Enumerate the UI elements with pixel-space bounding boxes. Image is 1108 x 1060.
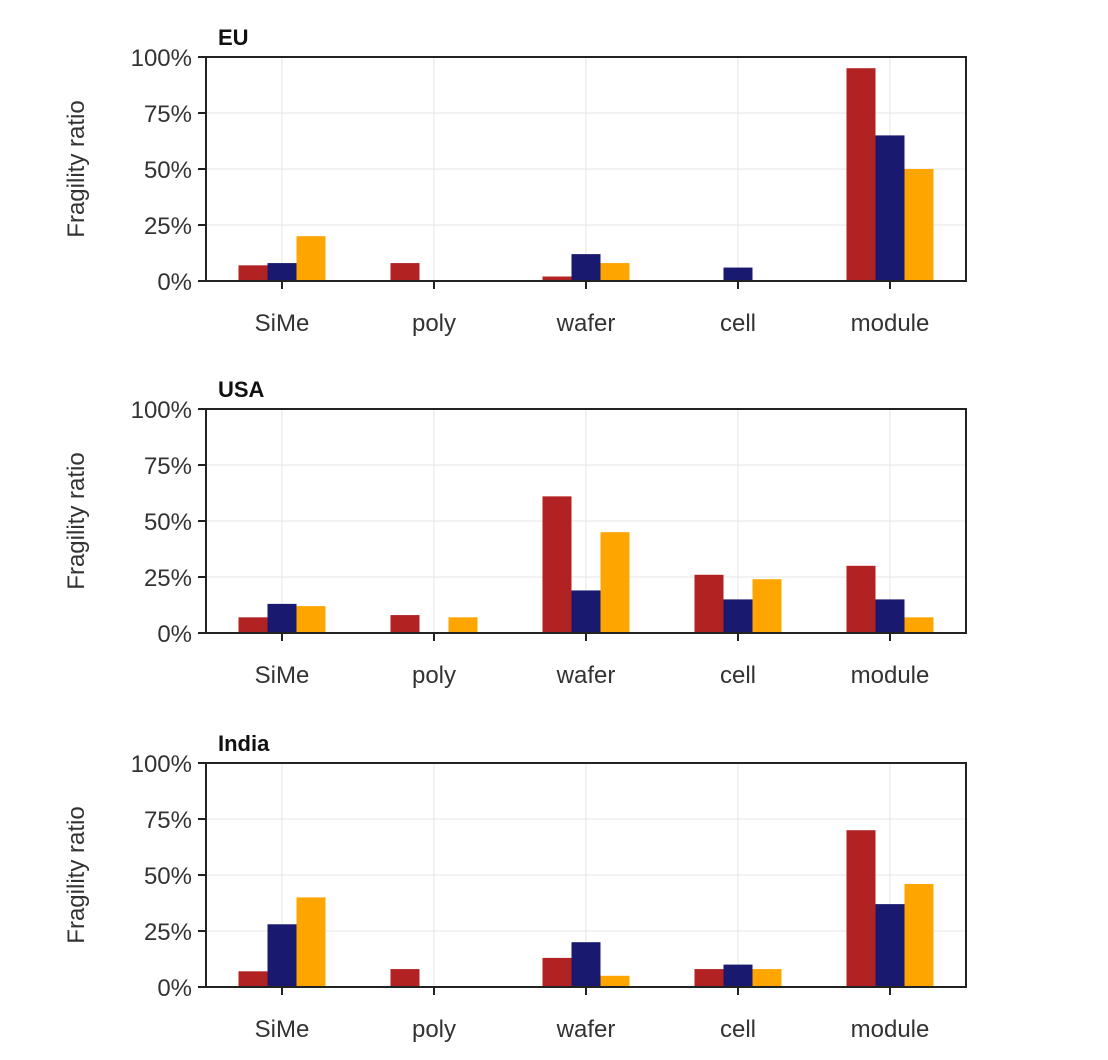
bar-series-2 bbox=[267, 603, 297, 633]
x-tick-label: wafer bbox=[556, 310, 616, 337]
bar-series-1 bbox=[846, 830, 876, 987]
x-tick-label: poly bbox=[412, 662, 456, 689]
y-tick-label: 25% bbox=[144, 565, 192, 592]
x-tick-label: module bbox=[851, 662, 930, 689]
y-tick-label: 75% bbox=[144, 101, 192, 128]
bar-series-1 bbox=[390, 615, 420, 633]
bar-series-2 bbox=[267, 263, 297, 281]
y-tick-label: 0% bbox=[157, 621, 192, 648]
y-tick-label: 0% bbox=[157, 269, 192, 296]
bar-series-2 bbox=[723, 267, 753, 281]
bar-series-1 bbox=[846, 68, 876, 281]
bar-series-3 bbox=[600, 263, 630, 281]
x-tick-label: SiMe bbox=[255, 310, 310, 337]
bar-series-1 bbox=[694, 574, 724, 633]
bar-series-3 bbox=[296, 897, 326, 987]
bar-series-3 bbox=[296, 236, 326, 281]
panel-usa: USA 0% 25% 50% 75% 100% SiMe poly wafer cell modul… bbox=[63, 377, 967, 689]
bar-series-1 bbox=[542, 957, 572, 987]
x-tick-label: wafer bbox=[556, 662, 616, 689]
bar-series-1 bbox=[542, 496, 572, 633]
bar-series-2 bbox=[267, 924, 297, 987]
x-tick-label: wafer bbox=[556, 1016, 616, 1043]
y-tick-label: 100% bbox=[131, 397, 192, 424]
y-tick-label: 50% bbox=[144, 509, 192, 536]
panel-eu: EU 0% 25% 50% 75% 100% SiMe poly wafer cell module… bbox=[63, 25, 967, 337]
bar-series-1 bbox=[542, 276, 572, 281]
panel-india: India 0% 25% 50% 75% 100% SiMe poly wafer cell mod… bbox=[63, 731, 967, 1043]
x-tick-label: SiMe bbox=[255, 662, 310, 689]
y-axis-label: Fragility ratio bbox=[63, 452, 90, 589]
x-tick-label: cell bbox=[720, 662, 756, 689]
x-tick-label: module bbox=[851, 1016, 930, 1043]
y-tick-label: 50% bbox=[144, 157, 192, 184]
bar-series-3 bbox=[600, 975, 630, 987]
bar-series-2 bbox=[571, 942, 601, 987]
bar-series-1 bbox=[390, 263, 420, 281]
y-tick-label: 100% bbox=[131, 751, 192, 778]
y-axis-label: Fragility ratio bbox=[63, 100, 90, 237]
x-tick-label: cell bbox=[720, 1016, 756, 1043]
bar-series-2 bbox=[571, 590, 601, 633]
bar-series-2 bbox=[875, 599, 905, 633]
panel-title: USA bbox=[218, 377, 265, 402]
x-tick-label: module bbox=[851, 310, 930, 337]
bar-series-3 bbox=[904, 617, 934, 633]
x-tick-label: poly bbox=[412, 310, 456, 337]
bar-series-2 bbox=[723, 964, 753, 987]
bar-series-3 bbox=[296, 606, 326, 633]
bar-series-1 bbox=[846, 565, 876, 633]
x-tick-label: poly bbox=[412, 1016, 456, 1043]
y-tick-label: 25% bbox=[144, 213, 192, 240]
bar-series-1 bbox=[238, 617, 268, 633]
y-tick-label: 25% bbox=[144, 919, 192, 946]
bar-series-3 bbox=[752, 969, 782, 987]
bar-series-3 bbox=[904, 883, 934, 987]
bar-series-3 bbox=[904, 169, 934, 281]
bar-series-1 bbox=[694, 969, 724, 987]
bar-series-2 bbox=[875, 904, 905, 987]
y-tick-label: 50% bbox=[144, 863, 192, 890]
y-axis-label: Fragility ratio bbox=[63, 806, 90, 943]
panel-title: India bbox=[218, 731, 270, 756]
x-tick-label: SiMe bbox=[255, 1016, 310, 1043]
x-tick-label: cell bbox=[720, 310, 756, 337]
bar-series-2 bbox=[875, 135, 905, 281]
bar-series-1 bbox=[238, 971, 268, 987]
panel-title: EU bbox=[218, 25, 249, 50]
bar-series-1 bbox=[238, 265, 268, 281]
bar-series-3 bbox=[752, 579, 782, 633]
bar-series-1 bbox=[390, 969, 420, 987]
y-tick-label: 75% bbox=[144, 807, 192, 834]
y-tick-label: 75% bbox=[144, 453, 192, 480]
bar-series-3 bbox=[448, 617, 478, 633]
bar-series-2 bbox=[571, 254, 601, 281]
bar-series-2 bbox=[723, 599, 753, 633]
y-tick-label: 0% bbox=[157, 975, 192, 1002]
y-tick-label: 100% bbox=[131, 45, 192, 72]
bar-series-3 bbox=[600, 532, 630, 633]
